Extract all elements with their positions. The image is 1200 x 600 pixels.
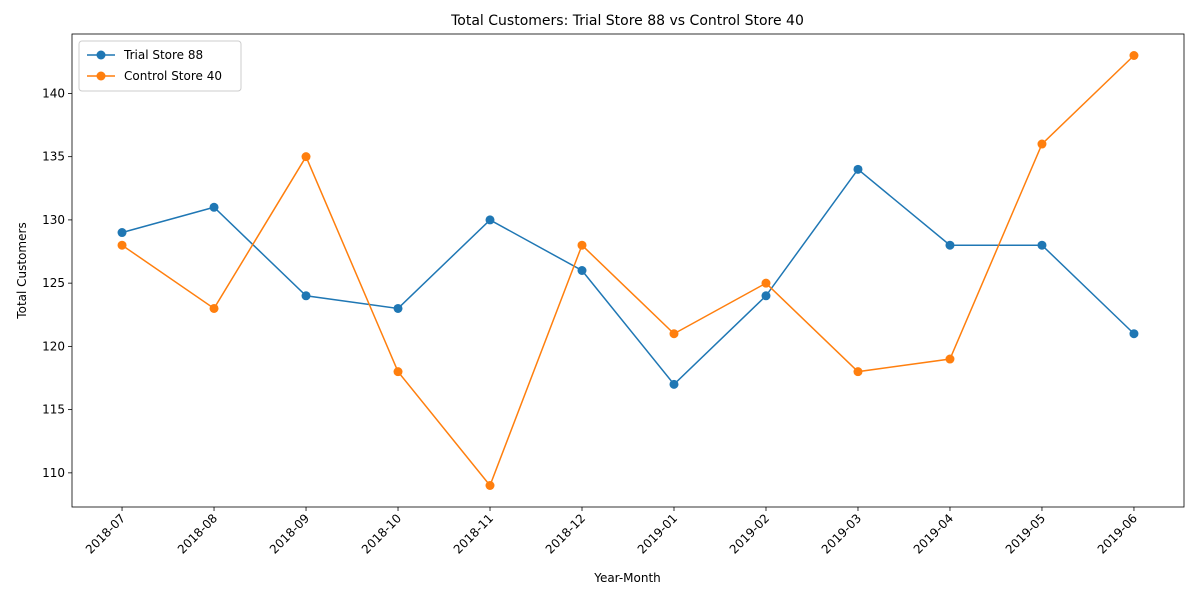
y-tick-label: 130 <box>42 213 65 227</box>
data-point <box>117 228 127 238</box>
data-point <box>301 152 311 162</box>
plot-frame <box>71 33 1185 508</box>
x-tick-label: 2018-07 <box>83 511 128 556</box>
x-tick-label: 2019-02 <box>727 511 772 556</box>
data-point <box>1129 51 1139 60</box>
x-axis-title: Year-Month <box>593 571 661 585</box>
data-point <box>117 240 127 250</box>
data-point <box>485 481 495 490</box>
data-point <box>393 367 403 377</box>
chart-title: Total Customers: Trial Store 88 vs Contr… <box>450 13 804 29</box>
series-line <box>121 54 1135 487</box>
x-tick-label: 2018-11 <box>451 511 496 556</box>
x-tick-label: 2018-10 <box>359 511 404 556</box>
data-point <box>945 354 955 364</box>
data-point <box>945 240 955 250</box>
legend-marker <box>96 71 106 81</box>
y-axis-title: Total Customers <box>15 222 29 319</box>
y-axis: 110 115 120 125 130 135 140 <box>42 86 72 480</box>
x-tick-label: 2018-09 <box>267 511 312 556</box>
plot-area <box>71 33 1185 508</box>
data-point <box>1037 139 1047 149</box>
y-tick-label: 115 <box>42 403 65 417</box>
data-point <box>761 278 771 288</box>
series-2 <box>117 51 1139 490</box>
data-point <box>485 215 495 225</box>
series-layer <box>117 51 1139 490</box>
y-tick-label: 125 <box>42 276 65 290</box>
x-axis: 2018-07 2018-08 2018-09 2018-10 2018-11 2018-… <box>83 507 1140 557</box>
data-point <box>1037 240 1047 250</box>
x-tick-label: 2019-03 <box>819 511 864 556</box>
data-point <box>577 266 587 275</box>
data-point <box>393 303 403 313</box>
data-point <box>853 164 863 174</box>
x-tick-label: 2019-06 <box>1095 511 1140 556</box>
x-tick-label: 2019-05 <box>1003 511 1048 556</box>
data-point <box>669 379 679 389</box>
legend-label: Trial Store 88 <box>123 48 203 62</box>
legend-marker <box>96 50 106 60</box>
data-point <box>669 329 679 339</box>
data-point <box>209 202 219 212</box>
data-point <box>577 240 587 250</box>
x-tick-label: 2019-01 <box>635 511 680 556</box>
x-tick-label: 2018-08 <box>175 511 220 556</box>
series-1 <box>117 164 1139 389</box>
y-tick-label: 140 <box>42 86 65 100</box>
legend-item: Trial Store 88 <box>87 48 203 62</box>
x-tick-label: 2019-04 <box>911 511 956 556</box>
legend-item: Control Store 40 <box>87 69 222 83</box>
y-tick-label: 135 <box>42 150 65 164</box>
data-point <box>1129 329 1139 339</box>
legend: Trial Store 88 Control Store 40 <box>78 40 242 92</box>
series-line <box>121 168 1135 386</box>
y-tick-label: 120 <box>42 339 65 353</box>
x-tick-label: 2018-12 <box>543 511 588 556</box>
data-point <box>209 303 219 313</box>
data-point <box>301 291 311 301</box>
data-point <box>761 291 771 301</box>
legend-box <box>78 40 242 92</box>
data-point <box>853 367 863 377</box>
y-tick-label: 110 <box>42 466 65 480</box>
legend-label: Control Store 40 <box>124 69 222 83</box>
